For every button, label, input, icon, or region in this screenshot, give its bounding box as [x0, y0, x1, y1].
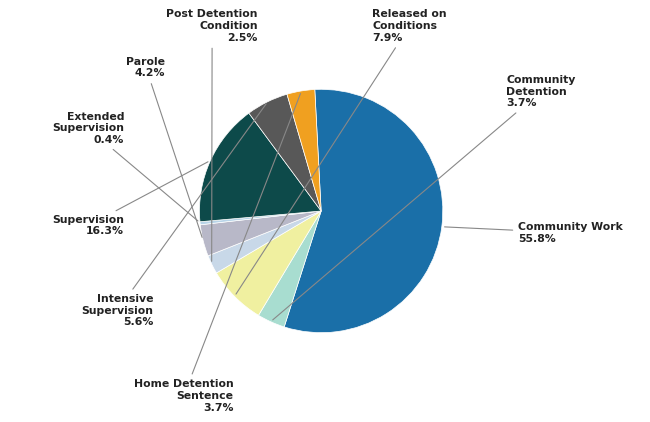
Wedge shape: [200, 113, 321, 222]
Text: Home Detention
Sentence
3.7%: Home Detention Sentence 3.7%: [134, 94, 300, 413]
Text: Released on
Conditions
7.9%: Released on Conditions 7.9%: [236, 9, 447, 294]
Text: Community Work
55.8%: Community Work 55.8%: [445, 222, 623, 243]
Text: Intensive
Supervision
5.6%: Intensive Supervision 5.6%: [81, 104, 266, 327]
Wedge shape: [216, 211, 321, 315]
Text: Parole
4.2%: Parole 4.2%: [126, 57, 202, 238]
Wedge shape: [259, 211, 321, 327]
Text: Supervision
16.3%: Supervision 16.3%: [52, 162, 208, 236]
Wedge shape: [208, 211, 321, 273]
Wedge shape: [287, 89, 321, 211]
Text: Post Detention
Condition
2.5%: Post Detention Condition 2.5%: [166, 9, 258, 261]
Text: Extended
Supervision
0.4%: Extended Supervision 0.4%: [52, 112, 198, 221]
Wedge shape: [284, 89, 443, 333]
Wedge shape: [249, 94, 321, 211]
Text: Community
Detention
3.7%: Community Detention 3.7%: [273, 75, 575, 320]
Wedge shape: [200, 211, 321, 256]
Wedge shape: [200, 211, 321, 225]
